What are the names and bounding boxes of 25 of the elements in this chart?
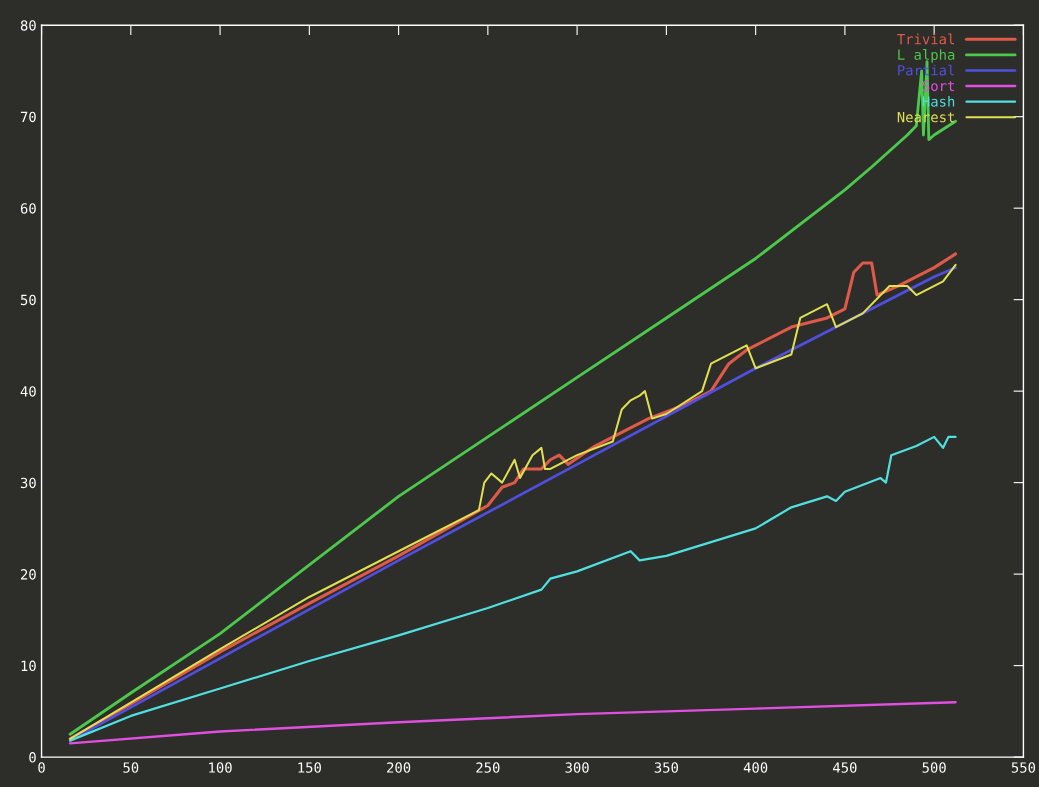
x-tick-label: 0 [38, 762, 45, 773]
y-tick-label: 70 [20, 111, 36, 123]
y-tick-label: 60 [20, 203, 36, 214]
y-tick-label: 10 [21, 660, 36, 672]
x-tick-label: 500 [922, 762, 946, 773]
y-tick-label: 30 [20, 477, 36, 489]
x-tick-label: 450 [833, 762, 857, 773]
x-tick-label: 300 [565, 762, 589, 773]
legend-label: L alpha [898, 49, 955, 63]
x-tick-label: 350 [654, 762, 679, 773]
x-tick-label: 400 [743, 762, 768, 773]
x-tick-label: 50 [123, 762, 139, 773]
x-tick-label: 250 [476, 762, 500, 773]
y-tick-label: 50 [20, 294, 36, 306]
legend-label: Trivial [897, 33, 955, 45]
y-tick-label: 40 [20, 386, 36, 397]
line-series [68, 700, 957, 745]
x-tick-label: 550 [1011, 762, 1036, 773]
y-tick-label: 0 [29, 752, 36, 763]
line-series [69, 435, 957, 742]
x-tick-label: 200 [387, 762, 411, 773]
y-tick-label: 20 [21, 569, 36, 580]
x-tick-label: 150 [298, 762, 321, 773]
y-tick-label: 80 [20, 20, 36, 31]
x-tick-label: 100 [209, 762, 232, 773]
